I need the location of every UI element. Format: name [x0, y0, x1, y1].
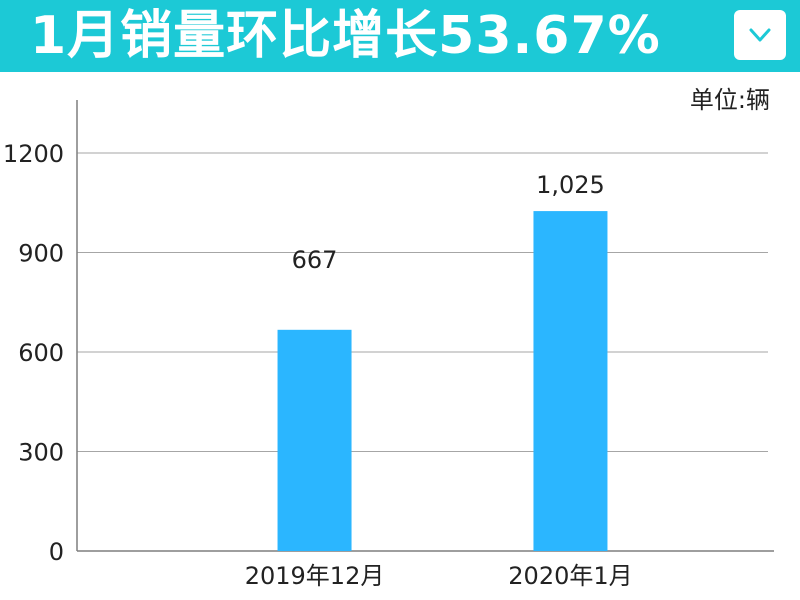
- dropdown-toggle-button[interactable]: [734, 10, 786, 60]
- y-tick-label-900: 900: [18, 240, 64, 268]
- x-tick-label-1: 2019年12月: [245, 562, 385, 590]
- y-tick-label-0: 0: [49, 538, 64, 566]
- y-tick-label-600: 600: [18, 339, 64, 367]
- data-label-1: 667: [292, 246, 338, 274]
- unit-label: 单位:辆: [689, 86, 770, 114]
- bar-2: [533, 211, 608, 551]
- page-title: 1月销量环比增长53.67%: [30, 6, 661, 66]
- y-tick-label-300: 300: [18, 439, 64, 467]
- x-tick-label-2: 2020年1月: [508, 562, 632, 590]
- bar-1: [277, 329, 352, 551]
- title-banner: 1月销量环比增长53.67%: [0, 0, 800, 72]
- y-tick-label-1200: 1200: [3, 140, 64, 168]
- chevron-down-icon: [749, 28, 771, 42]
- data-label-2: 1,025: [536, 171, 605, 199]
